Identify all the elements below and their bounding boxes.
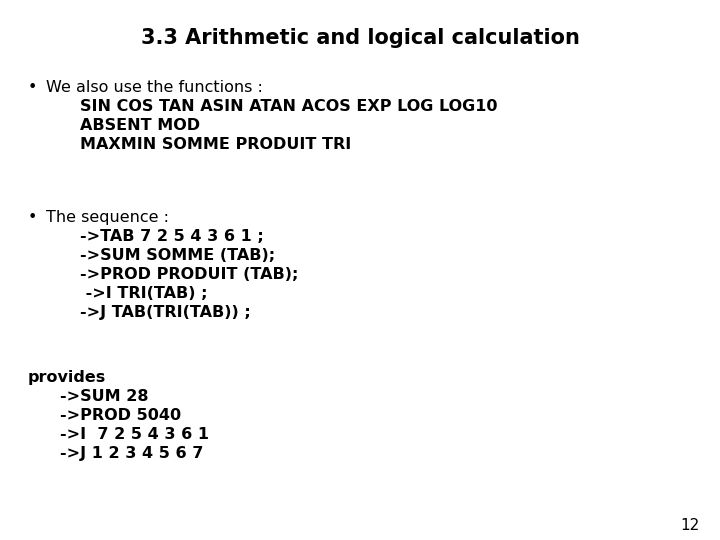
Text: ->SUM 28: ->SUM 28 bbox=[60, 389, 148, 404]
Text: ->SUM SOMME (TAB);: ->SUM SOMME (TAB); bbox=[80, 248, 275, 263]
Text: MAXMIN SOMME PRODUIT TRI: MAXMIN SOMME PRODUIT TRI bbox=[80, 137, 351, 152]
Text: •: • bbox=[28, 210, 37, 225]
Text: The sequence :: The sequence : bbox=[46, 210, 169, 225]
Text: 12: 12 bbox=[680, 518, 700, 533]
Text: ->J TAB(TRI(TAB)) ;: ->J TAB(TRI(TAB)) ; bbox=[80, 305, 251, 320]
Text: •: • bbox=[28, 80, 37, 95]
Text: provides: provides bbox=[28, 370, 107, 385]
Text: ->PROD PRODUIT (TAB);: ->PROD PRODUIT (TAB); bbox=[80, 267, 298, 282]
Text: SIN COS TAN ASIN ATAN ACOS EXP LOG LOG10: SIN COS TAN ASIN ATAN ACOS EXP LOG LOG10 bbox=[80, 99, 498, 114]
Text: ->I  7 2 5 4 3 6 1: ->I 7 2 5 4 3 6 1 bbox=[60, 427, 209, 442]
Text: ->J 1 2 3 4 5 6 7: ->J 1 2 3 4 5 6 7 bbox=[60, 446, 203, 461]
Text: 3.3 Arithmetic and logical calculation: 3.3 Arithmetic and logical calculation bbox=[140, 28, 580, 48]
Text: ->TAB 7 2 5 4 3 6 1 ;: ->TAB 7 2 5 4 3 6 1 ; bbox=[80, 229, 264, 244]
Text: We also use the functions :: We also use the functions : bbox=[46, 80, 263, 95]
Text: ->I TRI(TAB) ;: ->I TRI(TAB) ; bbox=[80, 286, 207, 301]
Text: ->PROD 5040: ->PROD 5040 bbox=[60, 408, 181, 423]
Text: ABSENT MOD: ABSENT MOD bbox=[80, 118, 200, 133]
